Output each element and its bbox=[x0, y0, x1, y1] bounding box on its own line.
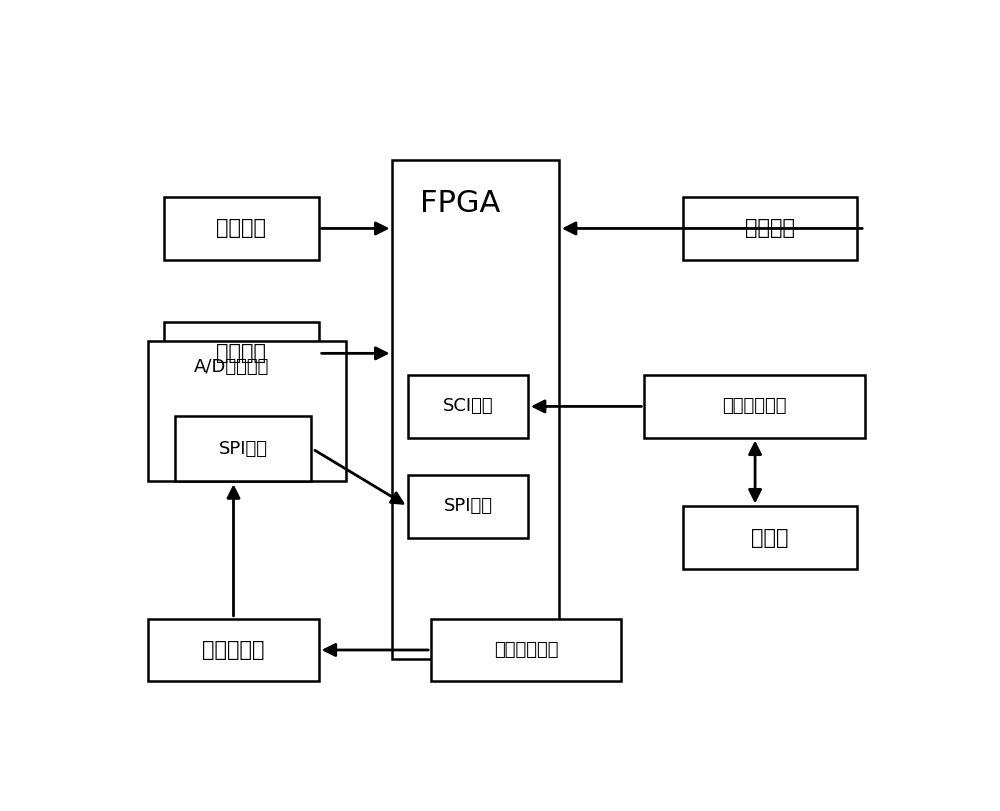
Text: FPGA: FPGA bbox=[420, 189, 500, 218]
Bar bbox=[431, 619, 621, 681]
Text: SCI接口: SCI接口 bbox=[443, 397, 493, 415]
Bar bbox=[148, 341, 346, 482]
Bar bbox=[164, 197, 319, 260]
Text: 电源电路: 电源电路 bbox=[216, 218, 266, 238]
Text: 数据采集单元: 数据采集单元 bbox=[494, 641, 558, 659]
Bar bbox=[408, 475, 528, 538]
Text: SPI接口: SPI接口 bbox=[443, 497, 492, 515]
Text: 信号滤波板: 信号滤波板 bbox=[202, 640, 265, 660]
Bar bbox=[683, 506, 857, 569]
Bar bbox=[408, 375, 528, 438]
Bar bbox=[175, 416, 311, 482]
Bar bbox=[644, 375, 865, 438]
Text: 时钟电路: 时钟电路 bbox=[216, 343, 266, 363]
Text: A/D转换单元: A/D转换单元 bbox=[194, 358, 269, 376]
Text: 电平转换单元: 电平转换单元 bbox=[722, 397, 787, 415]
Bar bbox=[392, 160, 559, 659]
Bar bbox=[164, 322, 319, 384]
Text: 上位机: 上位机 bbox=[751, 528, 789, 547]
Bar bbox=[683, 197, 857, 260]
Text: SPI接口: SPI接口 bbox=[219, 440, 268, 457]
Bar bbox=[148, 619, 319, 681]
Text: 复位电路: 复位电路 bbox=[745, 218, 795, 238]
